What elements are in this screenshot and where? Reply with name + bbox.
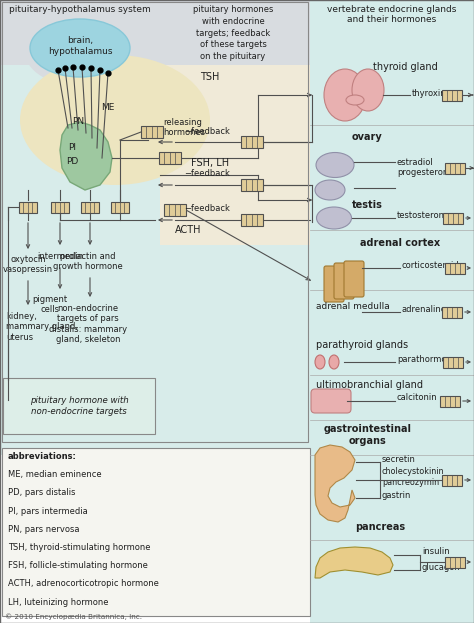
Text: gastrin: gastrin	[382, 490, 411, 500]
Polygon shape	[60, 122, 112, 190]
FancyBboxPatch shape	[0, 160, 160, 455]
Text: brain,
hypothalamus: brain, hypothalamus	[48, 36, 112, 55]
FancyBboxPatch shape	[81, 201, 99, 212]
Text: non-endocrine
targets of pars
distalis: mammary
gland, skeleton: non-endocrine targets of pars distalis: …	[49, 304, 127, 344]
FancyBboxPatch shape	[111, 201, 129, 212]
Text: releasing
hormones: releasing hormones	[163, 118, 205, 138]
Text: TSH: TSH	[201, 72, 219, 82]
FancyBboxPatch shape	[3, 378, 155, 434]
FancyBboxPatch shape	[241, 136, 263, 148]
Text: −feedback: −feedback	[184, 204, 230, 213]
FancyBboxPatch shape	[311, 389, 351, 413]
Text: abbreviations:: abbreviations:	[8, 452, 77, 461]
Text: testis: testis	[352, 200, 383, 210]
FancyBboxPatch shape	[51, 201, 69, 212]
Text: PI, pars intermedia: PI, pars intermedia	[8, 506, 88, 516]
Text: parathyroid glands: parathyroid glands	[316, 340, 408, 350]
Text: pituitary-hypothalamus system: pituitary-hypothalamus system	[9, 5, 151, 14]
FancyBboxPatch shape	[19, 201, 37, 212]
Text: estradiol
progesterone: estradiol progesterone	[397, 158, 454, 178]
Text: gastrointestinal
organs: gastrointestinal organs	[324, 424, 412, 445]
Text: pituitary hormone with
non-endocrine targets: pituitary hormone with non-endocrine tar…	[29, 396, 128, 416]
Text: oxytocin
vasopressin: oxytocin vasopressin	[3, 255, 53, 274]
FancyBboxPatch shape	[160, 245, 310, 455]
Text: glucagon: glucagon	[422, 563, 461, 571]
Text: insulin: insulin	[422, 548, 450, 556]
Text: pituitary hormones
with endocrine
targets; feedback
of these targets
on the pitu: pituitary hormones with endocrine target…	[193, 5, 273, 61]
Ellipse shape	[316, 153, 354, 178]
Ellipse shape	[20, 55, 210, 185]
Text: TSH, thyroid-stimulating hormone: TSH, thyroid-stimulating hormone	[8, 543, 151, 552]
FancyBboxPatch shape	[0, 0, 310, 65]
Text: © 2010 Encyclopædia Britannica, Inc.: © 2010 Encyclopædia Britannica, Inc.	[5, 613, 142, 620]
Text: PN, pars nervosa: PN, pars nervosa	[8, 525, 80, 534]
Text: ovary: ovary	[352, 132, 383, 142]
FancyBboxPatch shape	[2, 448, 310, 616]
Text: pigment
cells: pigment cells	[32, 295, 68, 315]
FancyBboxPatch shape	[442, 307, 462, 318]
FancyBboxPatch shape	[445, 556, 465, 568]
Ellipse shape	[315, 355, 325, 369]
FancyBboxPatch shape	[443, 356, 463, 368]
FancyBboxPatch shape	[0, 0, 160, 65]
Text: −feedback: −feedback	[184, 169, 230, 178]
Ellipse shape	[30, 19, 130, 77]
Text: PD: PD	[66, 158, 78, 166]
FancyBboxPatch shape	[141, 126, 163, 138]
Text: PD, pars distalis: PD, pars distalis	[8, 488, 75, 497]
FancyBboxPatch shape	[442, 475, 462, 485]
Text: prolactin and
growth hormone: prolactin and growth hormone	[53, 252, 123, 272]
Text: testosterone: testosterone	[397, 211, 450, 219]
Text: LH, luteinizing hormone: LH, luteinizing hormone	[8, 597, 109, 607]
FancyBboxPatch shape	[0, 25, 310, 245]
Text: pancreas: pancreas	[355, 522, 405, 532]
Text: kidney,
mammary gland,
uterus: kidney, mammary gland, uterus	[6, 312, 78, 342]
FancyBboxPatch shape	[159, 152, 181, 164]
Text: PN: PN	[72, 118, 84, 126]
FancyBboxPatch shape	[0, 65, 160, 445]
Ellipse shape	[324, 69, 366, 121]
FancyBboxPatch shape	[324, 266, 344, 302]
Text: FSH, follicle-stimulating hormone: FSH, follicle-stimulating hormone	[8, 561, 148, 570]
Ellipse shape	[25, 18, 135, 86]
Text: PI: PI	[68, 143, 76, 153]
Text: ME: ME	[101, 103, 115, 113]
Ellipse shape	[317, 207, 352, 229]
FancyBboxPatch shape	[164, 204, 186, 216]
FancyBboxPatch shape	[344, 261, 364, 297]
Ellipse shape	[352, 69, 384, 111]
Text: ME, median eminence: ME, median eminence	[8, 470, 101, 479]
Text: adrenaline: adrenaline	[402, 305, 447, 313]
Text: parathormone: parathormone	[397, 354, 457, 363]
Text: ultimobranchial gland: ultimobranchial gland	[316, 380, 423, 390]
Text: thyroid gland: thyroid gland	[373, 62, 438, 72]
Text: cholecystokinin
pancreozymin: cholecystokinin pancreozymin	[382, 467, 445, 487]
Text: vertebrate endocrine glands
and their hormones: vertebrate endocrine glands and their ho…	[328, 5, 456, 24]
Text: ACTH: ACTH	[175, 225, 201, 235]
Text: intermedin: intermedin	[37, 252, 83, 261]
Ellipse shape	[329, 355, 339, 369]
Ellipse shape	[346, 95, 364, 105]
Text: corticosteroids: corticosteroids	[402, 260, 464, 270]
Text: ACTH, adrenocorticotropic hormone: ACTH, adrenocorticotropic hormone	[8, 579, 159, 588]
FancyBboxPatch shape	[334, 263, 354, 299]
FancyBboxPatch shape	[310, 0, 474, 623]
Text: secretin: secretin	[382, 455, 416, 464]
Text: adrenal cortex: adrenal cortex	[360, 238, 440, 248]
Text: adrenal medulla: adrenal medulla	[316, 302, 390, 311]
FancyBboxPatch shape	[442, 90, 462, 100]
FancyBboxPatch shape	[440, 396, 460, 406]
FancyBboxPatch shape	[445, 163, 465, 173]
FancyBboxPatch shape	[443, 212, 463, 224]
FancyBboxPatch shape	[241, 179, 263, 191]
Ellipse shape	[315, 180, 345, 200]
Text: −feedback: −feedback	[184, 127, 230, 136]
Text: FSH, LH: FSH, LH	[191, 158, 229, 168]
Text: thyroxine: thyroxine	[412, 88, 452, 98]
Text: calcitonin: calcitonin	[397, 394, 438, 402]
FancyBboxPatch shape	[445, 262, 465, 273]
Polygon shape	[315, 547, 393, 578]
Polygon shape	[315, 445, 355, 522]
FancyBboxPatch shape	[241, 214, 263, 226]
